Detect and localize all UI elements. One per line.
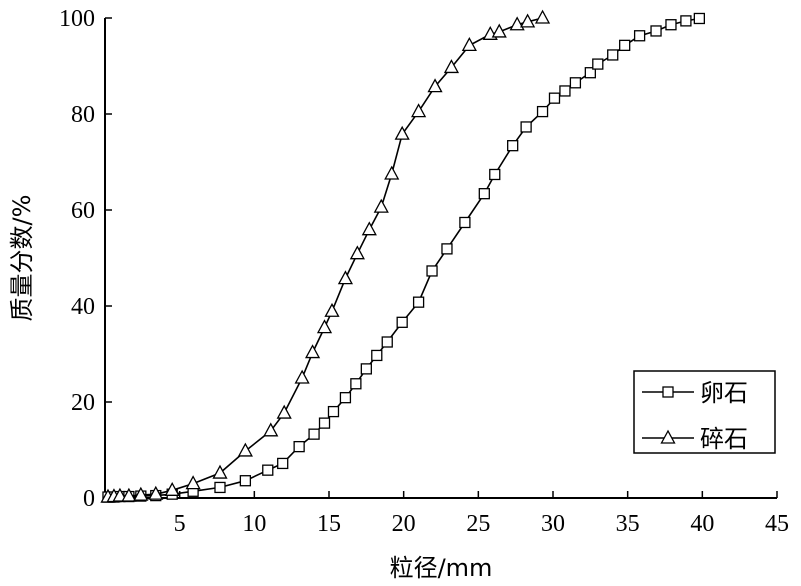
data-point	[411, 103, 427, 118]
data-point	[239, 475, 252, 487]
data-point	[276, 404, 292, 419]
data-point	[350, 378, 362, 390]
data-point	[324, 302, 340, 317]
y-axis-title: 质量分数/%	[8, 195, 36, 322]
data-point	[548, 92, 561, 104]
legend-marker	[662, 386, 674, 398]
x-axis-title: 粒径/mm	[390, 554, 493, 582]
series-2	[100, 9, 551, 503]
data-point	[478, 188, 490, 200]
data-point	[327, 405, 340, 418]
data-point	[148, 485, 164, 500]
legend-label: 卵石	[700, 379, 748, 407]
data-point	[316, 319, 333, 334]
x-tick-label: 30	[541, 511, 565, 537]
legend-label: 碎石	[700, 425, 748, 453]
legend-marker	[660, 429, 676, 444]
data-point	[536, 105, 549, 118]
data-point	[509, 16, 525, 31]
data-point	[491, 23, 507, 38]
data-point	[121, 487, 137, 502]
data-point	[534, 9, 551, 24]
legend-box	[633, 370, 776, 454]
x-tick-label: 25	[466, 511, 490, 537]
data-point	[693, 12, 705, 25]
data-point	[112, 487, 128, 502]
data-point	[459, 216, 471, 229]
data-point	[680, 15, 692, 27]
ticks: 0 20 40 60 80 100 5 10 15 20 25 30 35 40 45	[59, 6, 789, 537]
x-tick-label: 10	[242, 511, 266, 537]
series-1	[102, 12, 705, 503]
data-point	[569, 77, 582, 89]
data-point	[308, 428, 320, 440]
data-point	[489, 168, 501, 181]
x-tick-label: 15	[317, 511, 341, 537]
y-tick-label: 80	[71, 102, 95, 128]
data-point	[520, 13, 536, 28]
x-tick-label: 5	[174, 511, 186, 537]
y-tick-label: 40	[71, 294, 95, 320]
y-tick-label: 100	[59, 6, 95, 32]
data-point	[361, 221, 377, 236]
axes	[104, 18, 777, 499]
data-point	[559, 85, 571, 97]
data-point	[584, 67, 596, 79]
data-point	[394, 125, 410, 140]
x-tick-label: 40	[690, 511, 714, 537]
x-tick-label: 20	[392, 511, 416, 537]
data-point	[650, 25, 662, 37]
data-point	[381, 336, 393, 348]
data-point	[293, 440, 305, 453]
data-point	[396, 316, 408, 328]
data-point	[185, 475, 201, 490]
series-layer	[100, 9, 705, 503]
data-point	[427, 78, 443, 93]
data-point	[337, 270, 354, 285]
data-point	[426, 265, 438, 277]
data-point	[384, 165, 400, 180]
data-point	[607, 49, 619, 61]
data-point	[443, 59, 460, 74]
x-tick-label: 35	[616, 511, 640, 537]
data-point	[665, 19, 677, 31]
data-point	[304, 344, 321, 359]
data-point	[263, 422, 279, 437]
data-point	[237, 442, 253, 457]
y-tick-label: 60	[71, 198, 95, 224]
data-point	[633, 30, 646, 42]
data-point	[412, 296, 425, 308]
data-point	[214, 481, 226, 494]
data-point	[592, 58, 604, 70]
y-tick-label: 20	[71, 390, 95, 416]
data-point	[318, 417, 331, 429]
data-point	[164, 481, 180, 496]
y-tick-label: 0	[83, 486, 95, 512]
data-point	[619, 39, 631, 52]
data-point	[349, 245, 365, 260]
data-point	[461, 36, 477, 52]
x-tick-label: 45	[765, 511, 789, 537]
data-point	[212, 464, 228, 479]
legend-item: 卵石	[642, 379, 748, 407]
data-point	[294, 369, 310, 384]
legend-item: 碎石	[642, 425, 748, 453]
data-point	[507, 140, 519, 152]
data-point	[277, 457, 289, 470]
data-point	[373, 198, 389, 213]
series-line	[108, 17, 700, 498]
data-point	[339, 392, 352, 404]
data-point	[441, 243, 453, 255]
data-point	[371, 349, 383, 362]
data-point	[360, 363, 372, 375]
data-point	[133, 486, 149, 501]
data-point	[520, 121, 532, 133]
data-point	[262, 464, 274, 476]
